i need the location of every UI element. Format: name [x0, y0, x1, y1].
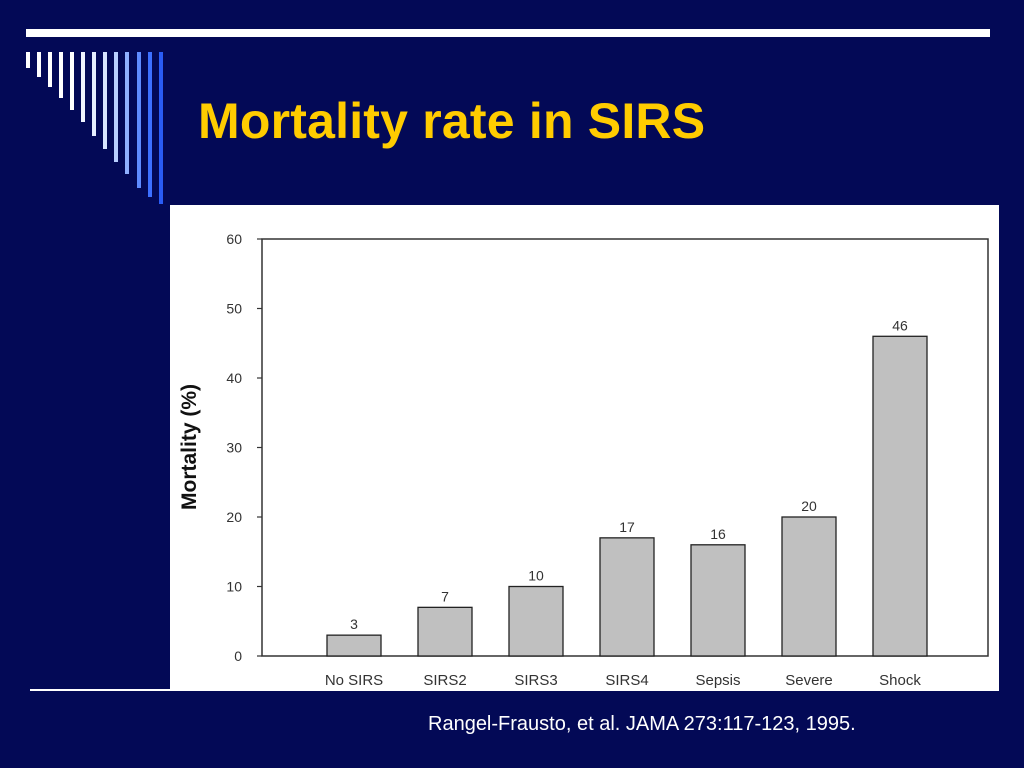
y-axis: 0 10 20 30 40 50 60 [226, 231, 262, 664]
stripe [114, 52, 118, 162]
stripe [125, 52, 129, 174]
bars: 3 7 10 17 16 20 46 [326, 317, 928, 657]
y-tick-label: 20 [226, 509, 242, 525]
stripe [148, 52, 152, 197]
x-tick-label: SIRS4 [605, 672, 648, 689]
x-tick-label: Shock [879, 672, 921, 689]
y-tick-label: 30 [226, 440, 242, 456]
y-tick-label: 60 [226, 231, 242, 247]
x-tick-label: No SIRS [325, 672, 383, 689]
bar-no-sirs [326, 634, 382, 657]
bar-data-label: 46 [892, 317, 908, 333]
stripe [59, 52, 63, 98]
x-tick-label: Severe [785, 672, 833, 689]
x-tick-label: SIRS3 [514, 672, 557, 689]
chart-panel: Mortality (%) 0 10 20 30 40 50 60 3 7 10 17 16 20 46… [170, 205, 999, 691]
x-tick-label: SIRS2 [423, 672, 466, 689]
y-tick-label: 50 [226, 301, 242, 317]
bar-sepsis [690, 544, 746, 657]
citation-text: Rangel-Frausto, et al. JAMA 273:117-123,… [428, 713, 856, 735]
y-tick-label: 10 [226, 579, 242, 595]
y-tick-label: 40 [226, 370, 242, 386]
slide-title: Mortality rate in SIRS [198, 93, 706, 149]
bar-data-label: 17 [619, 519, 635, 535]
bar-data-label: 3 [350, 616, 358, 632]
stripe [103, 52, 107, 149]
y-axis-label: Mortality (%) [178, 384, 201, 510]
stripe [70, 52, 74, 110]
stripe [26, 52, 30, 68]
x-tick-label: Sepsis [695, 672, 740, 689]
stripe [137, 52, 141, 188]
bar-data-label: 16 [710, 526, 726, 542]
title-divider-line [26, 29, 990, 37]
stripe [81, 52, 85, 122]
stripe [37, 52, 41, 77]
stripe [48, 52, 52, 87]
stripe [159, 52, 163, 204]
bar-shock [872, 335, 928, 657]
x-axis: No SIRS SIRS2 SIRS3 SIRS4 Sepsis Severe Shock [325, 672, 922, 689]
bar-sirs3 [508, 585, 564, 657]
y-tick-label: 0 [234, 648, 242, 664]
bar-severe [781, 516, 837, 657]
footer-divider-line [30, 689, 172, 691]
bar-data-label: 10 [528, 568, 544, 584]
mortality-bar-chart: Mortality (%) 0 10 20 30 40 50 60 3 7 10 17 16 20 46… [178, 231, 989, 689]
bar-data-label: 7 [441, 588, 449, 604]
bar-sirs4 [599, 537, 655, 657]
vertical-stripes-decoration-icon [26, 52, 163, 204]
stripe [92, 52, 96, 136]
bar-sirs2 [417, 606, 473, 657]
bar-data-label: 20 [801, 498, 817, 514]
